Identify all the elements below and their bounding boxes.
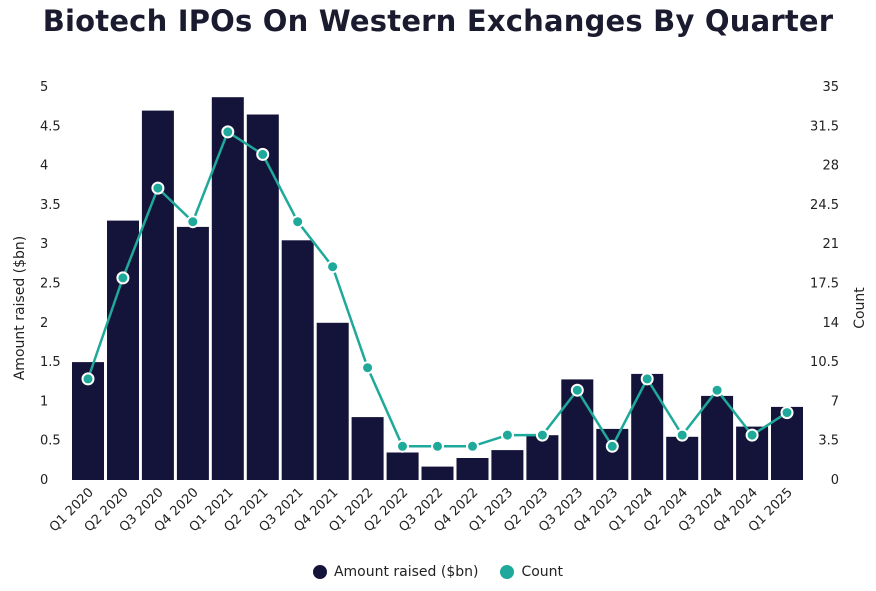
y2-tick-label: 31.5	[810, 119, 839, 134]
bar-4	[211, 97, 244, 480]
count-point-9	[396, 439, 409, 453]
count-line-layer	[81, 125, 794, 453]
y2-tick-label: 28	[822, 159, 839, 174]
y2-tick-label: 17.5	[810, 277, 839, 292]
y-tick-label: 4.5	[40, 119, 61, 134]
y2-tick-label: 3.5	[818, 434, 839, 449]
bar-10	[421, 466, 454, 480]
y-tick-label: 3.5	[40, 198, 61, 213]
count-point-20	[780, 406, 794, 420]
bar-8	[351, 417, 384, 480]
bar-16	[631, 373, 664, 480]
count-point-19	[745, 428, 759, 442]
bar-18	[701, 395, 734, 480]
bar-11	[456, 458, 489, 480]
y-tick-label: 0.5	[40, 434, 61, 449]
right-axis-ticks: 0 3.5 7 10.5 14 17.5 21 24.5 28 31.5 35	[810, 80, 839, 488]
legend: Amount raised ($bn) Count	[0, 564, 876, 580]
legend-label-amount: Amount raised ($bn)	[333, 564, 479, 580]
legend-item-count: Count	[500, 564, 563, 580]
count-point-11	[466, 439, 479, 453]
bar-17	[666, 436, 699, 480]
y2-tick-label: 35	[822, 80, 839, 95]
bar-3	[176, 226, 209, 480]
y2-axis-title: Count	[852, 287, 868, 329]
count-point-16	[640, 372, 654, 386]
y-tick-label: 5	[40, 80, 48, 95]
left-axis-ticks: 0 0.5 1 1.5 2 2.5 3 3.5 4 4.5 5	[40, 80, 61, 488]
y-tick-label: 1	[40, 394, 48, 409]
y2-tick-label: 10.5	[810, 355, 839, 370]
count-point-5	[256, 147, 270, 161]
bar-5	[246, 114, 279, 480]
count-point-17	[675, 428, 689, 442]
count-point-6	[291, 215, 305, 229]
count-point-13	[535, 428, 549, 442]
legend-item-amount: Amount raised ($bn)	[312, 564, 479, 580]
legend-swatch-count	[500, 565, 515, 579]
y2-tick-label: 21	[822, 237, 839, 252]
count-point-14	[570, 383, 584, 397]
count-point-7	[326, 260, 340, 274]
count-point-18	[710, 383, 724, 397]
y2-tick-label: 14	[822, 316, 839, 331]
y2-tick-label: 0	[831, 473, 839, 488]
count-point-10	[431, 439, 444, 453]
y-tick-label: 1.5	[40, 355, 61, 370]
count-point-2	[151, 181, 165, 195]
legend-swatch-amount	[312, 565, 327, 579]
y-tick-label: 4	[40, 159, 48, 174]
bar-12	[491, 450, 524, 480]
bar-1	[107, 220, 139, 480]
y-tick-label: 2.5	[40, 277, 61, 292]
bar-7	[316, 322, 349, 480]
count-point-12	[500, 428, 514, 442]
count-point-4	[221, 125, 235, 139]
chart-title: Biotech IPOs On Western Exchanges By Qua…	[42, 4, 834, 38]
bar-13	[526, 435, 559, 480]
bar-6	[281, 240, 314, 480]
chart-plot: 0 0.5 1 1.5 2 2.5 3 3.5 4 4.5 5 0 3.5 7 10.5 14 17.5 21 2…	[12, 80, 868, 535]
legend-label-count: Count	[521, 564, 564, 580]
bar-2	[141, 110, 174, 480]
y-tick-label: 0	[40, 473, 48, 488]
bars-layer	[72, 97, 803, 480]
y2-tick-label: 7	[831, 394, 839, 409]
count-point-0	[81, 372, 95, 386]
count-point-3	[186, 215, 200, 229]
y-axis-title: Amount raised ($bn)	[12, 236, 28, 381]
bar-15	[596, 428, 629, 480]
count-point-8	[361, 361, 375, 375]
bar-9	[386, 452, 419, 480]
y2-tick-label: 24.5	[810, 198, 839, 213]
y-tick-label: 3	[40, 237, 48, 252]
count-point-1	[116, 271, 130, 285]
count-point-15	[605, 439, 619, 453]
y-tick-label: 2	[40, 316, 48, 331]
